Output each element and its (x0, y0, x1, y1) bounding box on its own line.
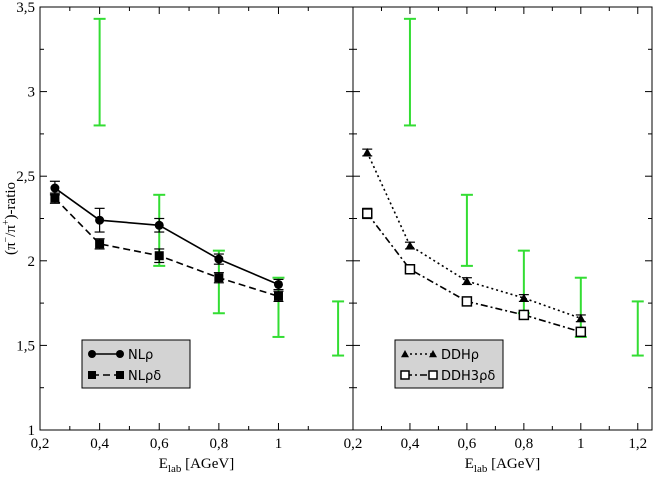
legend-entry: DDHρ (401, 348, 479, 363)
x-tick-label: 0,4 (401, 436, 420, 452)
series-0 (49, 180, 284, 291)
x-axis-label-unit: [AGeV] (181, 456, 234, 472)
experiment-error-bar (403, 17, 416, 127)
data-point-square (273, 291, 283, 301)
data-point-square (50, 193, 60, 203)
series-line (366, 152, 582, 320)
series-line (54, 187, 279, 286)
x-tick-label: 1 (275, 436, 283, 452)
data-point-circle (273, 279, 283, 289)
legend-label: DDHρ (441, 348, 479, 363)
x-tick-label: 1 (577, 436, 585, 452)
data-point-open-square (575, 326, 587, 338)
x-tick-label: 0,6 (458, 436, 477, 452)
data-point-open-square (404, 264, 416, 275)
data-point-open-square (518, 309, 530, 321)
experiment-error-bar (517, 249, 530, 315)
data-point-triangle (429, 350, 437, 358)
x-axis-label-sub: lab (168, 463, 182, 475)
x-tick-label: 0,6 (150, 436, 169, 452)
experiment-error-bar (460, 193, 473, 267)
data-point-triangle (576, 313, 586, 322)
x-tick-label: 1,2 (628, 436, 647, 452)
series-line (366, 212, 582, 333)
x-axis-label-unit: [AGeV] (487, 456, 540, 472)
data-point-square (116, 371, 124, 379)
y-axis-label-sup: + (1, 219, 12, 225)
x-tick-label: 0,4 (90, 436, 109, 452)
data-point-triangle (462, 276, 472, 285)
data-point-circle (88, 350, 96, 358)
y-tick-label: 3,5 (16, 0, 35, 16)
x-tick-label: 0,8 (514, 436, 533, 452)
data-point-open-square (400, 370, 410, 380)
data-point-triangle (362, 148, 372, 157)
data-point-circle (214, 254, 224, 264)
experiment-error-bar (93, 17, 106, 127)
legend-label: NLρδ (128, 369, 161, 384)
legend-box (81, 339, 191, 389)
legend-label: NLρ (128, 348, 153, 363)
data-point-circle (50, 183, 60, 193)
legend: NLρ NLρδ (81, 339, 191, 389)
y-tick-label: 3 (28, 85, 36, 101)
legend-box (394, 339, 504, 389)
legend-entry: NLρδ (88, 369, 161, 384)
y-axis-label-part: (π (3, 242, 19, 255)
data-point-square (154, 251, 164, 261)
data-point-triangle (401, 350, 409, 358)
y-tick-label: 2,5 (16, 169, 35, 185)
legend-entry: NLρ (88, 348, 153, 363)
data-point-circle (95, 215, 105, 225)
y-axis-label: (π−/π+)-ratio (1, 182, 19, 255)
series-0 (362, 148, 586, 323)
legend: DDHρ DDH3ρδ (394, 339, 504, 389)
legend-label: DDH3ρδ (441, 369, 495, 384)
x-tick-label: 0,2 (31, 436, 50, 452)
x-axis-label-sub: lab (474, 463, 488, 475)
data-point-open-square (361, 208, 373, 219)
legend-entry: DDH3ρδ (400, 369, 495, 384)
data-point-square (95, 239, 105, 249)
data-point-circle (154, 220, 164, 230)
data-point-triangle (519, 293, 529, 302)
data-point-square (214, 273, 224, 283)
data-point-triangle (405, 241, 415, 250)
y-axis-label-part: )-ratio (3, 182, 19, 219)
x-axis-label-main: E (465, 456, 474, 472)
x-tick-label: 0,2 (344, 436, 363, 452)
data-point-circle (116, 350, 124, 358)
y-tick-label: 2 (28, 254, 36, 270)
panel-left: 0,2 0,4 0,6 0,8 1 1 1,5 2 2,5 3 3,5 Elab [AGeV] (π−/… (1, 0, 354, 475)
x-tick-label: 0,8 (209, 436, 228, 452)
y-tick-label: 1,5 (16, 338, 35, 354)
panel-right: 0,2 0,4 0,6 0,8 1 1,2 Elab [AGeV] DDHρ DDH3ρδ (344, 6, 653, 475)
data-point-square (88, 371, 96, 379)
series-1 (49, 192, 284, 303)
x-axis-label: Elab [AGeV] (159, 456, 235, 475)
x-axis-label: Elab [AGeV] (465, 456, 541, 475)
experiment-error-bar (631, 300, 644, 357)
experiment-error-bar (332, 300, 345, 357)
data-point-open-square (428, 370, 438, 380)
series-1 (361, 207, 587, 338)
y-tick-label: 1 (28, 423, 36, 439)
y-axis-label-part: /π (3, 225, 19, 237)
data-point-open-square (461, 296, 473, 307)
x-axis-label-main: E (159, 456, 168, 472)
y-axis-label-sup: − (1, 236, 12, 242)
